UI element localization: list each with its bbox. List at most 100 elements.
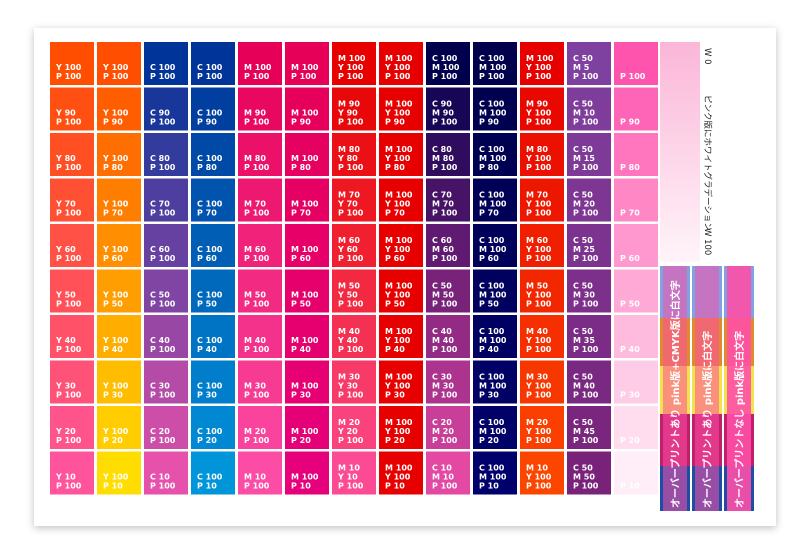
swatch [614,406,658,449]
swatch [379,178,423,222]
swatch-label: Y 60 [55,245,76,254]
swatch [191,87,235,131]
swatch-label: C 100 [479,191,505,200]
swatch [520,406,564,449]
swatch-label: P 20 [479,436,499,445]
swatch-label: Y 40 [55,336,76,345]
swatch [97,269,141,313]
swatch-label: Y 100 [525,291,552,300]
swatch-label: M 70 [338,191,360,200]
swatch-label: P 100 [338,163,364,172]
swatch [332,87,376,131]
swatch-label: M 20 [573,200,595,209]
swatch [191,315,235,358]
swatch-label: C 50 [150,291,170,300]
swatch [285,315,329,358]
swatch [567,451,611,495]
swatch-label: P 100 [244,118,270,127]
swatch-label: C 100 [197,291,223,300]
swatch-label: P 30 [291,391,311,400]
swatch-label: P 50 [103,300,123,309]
swatch [144,42,188,85]
swatch [285,87,329,131]
swatch [97,224,141,267]
swatch [144,224,188,267]
swatch-label: Y 60 [337,245,358,254]
stripe-text: オーバープリントあり pink版+CMYK版に白文字 [669,280,682,508]
swatch-label: P 100 [150,163,176,172]
swatch-label: Y 100 [384,473,411,482]
swatch [520,133,564,176]
swatch-label: P 60 [197,254,217,263]
swatch-label: P 100 [573,482,599,491]
swatch-label: M 100 [291,109,319,118]
swatch [50,315,94,358]
swatch-label: P 100 [573,300,599,309]
swatch-label: C 40 [150,336,170,345]
swatch-label: C 50 [573,54,593,63]
swatch [50,406,94,449]
swatch-label: C 100 [197,154,223,163]
swatch-label: M 100 [479,291,507,300]
swatch-label: C 100 [197,427,223,436]
swatch-label: P 70 [291,209,311,218]
swatch-label: P 100 [526,436,552,445]
swatch-label: M 30 [244,382,266,391]
swatch [426,87,470,131]
swatch-label: P 40 [291,345,311,354]
swatch-label: P 100 [150,391,176,400]
swatch-label: M 40 [526,327,548,336]
swatch-label: P 100 [244,254,270,263]
swatch-label: C 50 [573,464,593,473]
swatch-label: C 10 [432,464,452,473]
swatch [238,87,282,131]
swatch-label: P 70 [479,209,499,218]
swatch-label: Y 100 [384,291,411,300]
swatch [238,178,282,222]
swatch-label: P 100 [244,163,270,172]
swatch [332,406,376,449]
swatch-label: Y 10 [55,473,76,482]
swatch-label: C 100 [197,382,223,391]
swatch [144,269,188,313]
swatch-label: M 100 [479,473,507,482]
swatch-label: P 100 [479,72,505,81]
swatch-label: P 100 [150,72,176,81]
swatch [191,42,235,85]
swatch [144,87,188,131]
swatch-label: P 100 [56,254,82,263]
swatch-label: P 20 [103,436,123,445]
swatch-label: P 60 [103,254,123,263]
swatch-label: M 90 [432,109,454,118]
swatch-label: Y 100 [102,63,129,72]
swatch-label: P 80 [620,163,640,172]
swatch-label: Y 40 [337,336,358,345]
swatch-label: M 100 [479,63,507,72]
swatch-label: Y 100 [525,154,552,163]
swatch [426,42,470,85]
swatch-label: M 100 [244,63,272,72]
stripe-pink [727,266,751,511]
swatch-label: M 100 [385,100,413,109]
swatch-label: Y 70 [55,200,76,209]
swatch-label: P 30 [620,391,640,400]
swatch [379,42,423,85]
swatch [426,178,470,222]
swatch-label: M 90 [526,100,548,109]
swatch [614,269,658,313]
swatch-label: C 50 [573,373,593,382]
swatch [97,42,141,85]
swatch-label: M 90 [244,109,266,118]
swatch-label: C 70 [150,200,170,209]
swatch-label: M 100 [479,382,507,391]
swatch-label: P 100 [385,72,411,81]
swatch [144,360,188,404]
swatch-label: P 100 [244,300,270,309]
swatch [567,269,611,313]
swatch [191,224,235,267]
swatch [285,224,329,267]
swatch [332,224,376,267]
swatch-label: M 100 [385,327,413,336]
swatch-label: P 100 [573,118,599,127]
swatch [520,42,564,85]
